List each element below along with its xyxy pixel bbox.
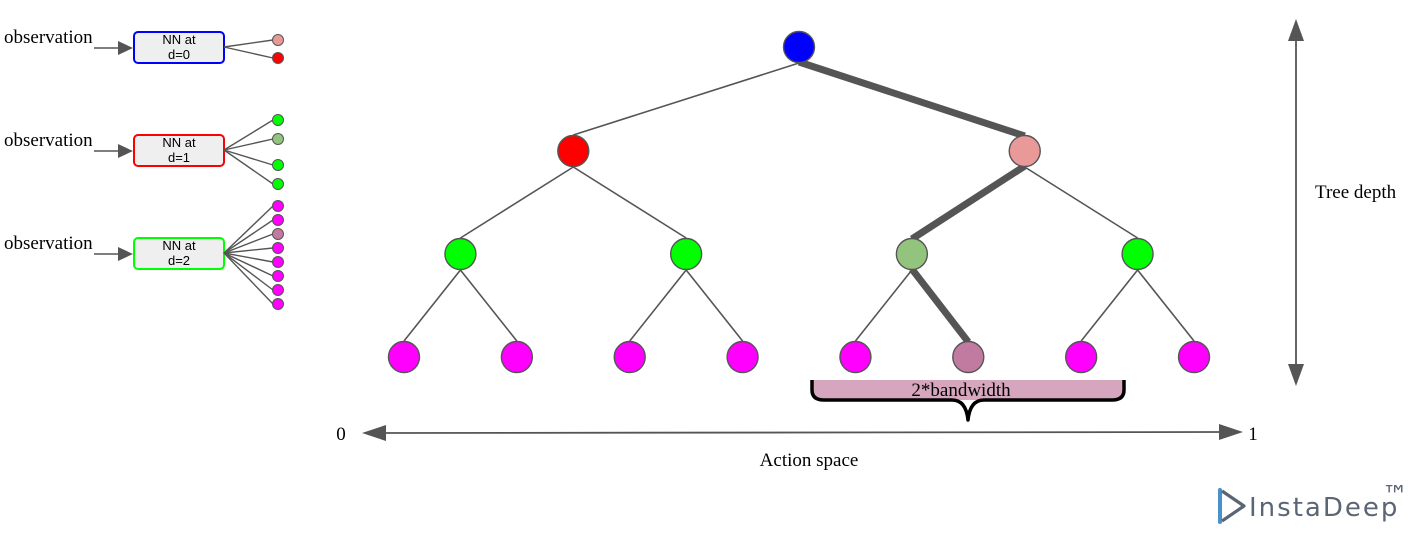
tree-node-d3 [952,340,985,374]
axis-left-arrowhead [362,425,386,441]
highlighted-edge [797,58,1026,140]
instadeep-logo: InstaDeep ™ [1218,481,1408,524]
tree-node-d3 [726,340,759,374]
network-label-line2: d=1 [168,150,190,165]
network-output-node [272,200,284,212]
network-output-node [272,52,284,64]
tree-node-d2 [444,237,477,271]
network-output-edge [223,219,274,254]
action-space-line [382,431,1223,434]
network-output-node [272,214,284,226]
tree-node-d2 [669,237,703,271]
tree-edge [629,269,687,342]
observation-label: observation [4,233,93,254]
network-label-line1: NN at [162,238,196,253]
observation-label: observation [4,27,93,48]
tree-edge [1024,166,1139,239]
network-d1: observation NN atd=1 [4,114,284,190]
tree-node-d2 [1121,237,1154,271]
tree-edge [403,269,462,342]
network-output-edge [223,46,274,59]
input-arrowhead [118,247,133,261]
tree-node-d1 [557,134,590,168]
network-output-node [272,133,284,145]
network-output-edge [223,252,274,291]
tree-edge [572,166,687,239]
tree-depth-label: Tree depth [1315,182,1397,203]
bandwidth-label: 2*bandwidth [911,380,1011,401]
network-output-edge [223,39,274,48]
network-output-edge [223,119,274,151]
highlighted-edge [909,163,1027,242]
network-output-edge [223,149,274,166]
action-space-label: Action space [760,450,859,471]
network-output-edge [223,252,274,305]
bandwidth-brace-outline [810,380,1126,422]
network-label-line2: d=0 [168,47,190,62]
tree-edge [459,269,518,342]
network-output-node [272,114,284,126]
tree-node-d3 [613,340,646,374]
action-space-axis: 0 1 Action space [336,424,1258,471]
depth-bottom-arrowhead [1288,364,1304,386]
tree-depth-axis: Tree depth [1288,19,1397,386]
network-output-node [272,270,284,282]
tree-edge [460,166,574,239]
tree-edge [573,62,800,136]
tree-edges [403,58,1195,345]
tree-node-d3 [1177,340,1211,374]
axis-right-arrowhead [1219,424,1243,440]
tree-node-d3 [839,340,872,374]
network-label-line1: NN at [162,135,196,150]
axis-start-label: 0 [336,424,346,445]
tree-node-d1 [1008,134,1041,168]
network-output-edge [223,149,274,185]
network-output-node [272,298,284,310]
tree-node-d0 [782,30,816,64]
network-output-node [272,256,284,268]
instadeep-logo-trademark: ™ [1382,481,1408,511]
network-label-line2: d=2 [168,253,190,268]
tree-node-d2 [895,237,929,271]
bandwidth-brace-fill [812,380,1124,400]
tree-edge [854,269,913,342]
tree-edge [1136,269,1195,342]
tree-edge [1080,269,1139,342]
axis-end-label: 1 [1248,424,1258,445]
network-output-node [272,284,284,296]
network-output-node [272,159,284,171]
highlighted-edge [909,266,972,345]
network-output-edge [223,252,274,277]
instadeep-logo-mark [1218,488,1246,524]
network-output-edge [223,247,274,254]
bandwidth-brace: 2*bandwidth [810,380,1126,422]
network-output-edge [223,138,274,151]
instadeep-logo-text: InstaDeep [1249,493,1399,523]
network-output-node [272,178,284,190]
depth-top-arrowhead [1288,19,1304,41]
input-arrowhead [118,144,133,158]
network-d0: observation NN atd=0 [4,27,284,64]
network-label-line1: NN at [162,32,196,47]
network-output-node [272,242,284,254]
input-arrowhead [118,41,133,55]
network-output-node [272,228,284,240]
tree-node-d3 [1064,340,1098,374]
network-output-node [272,34,284,46]
tree-node-d3 [500,340,534,374]
network-output-edge [223,205,274,254]
tree-nodes [387,30,1211,374]
network-output-edge [223,252,274,263]
tree-edge [685,269,744,342]
tree-node-d3 [387,340,421,374]
observation-label: observation [4,130,93,151]
network-d2: observation NN atd=2 [4,200,284,310]
network-output-edge [223,233,274,254]
